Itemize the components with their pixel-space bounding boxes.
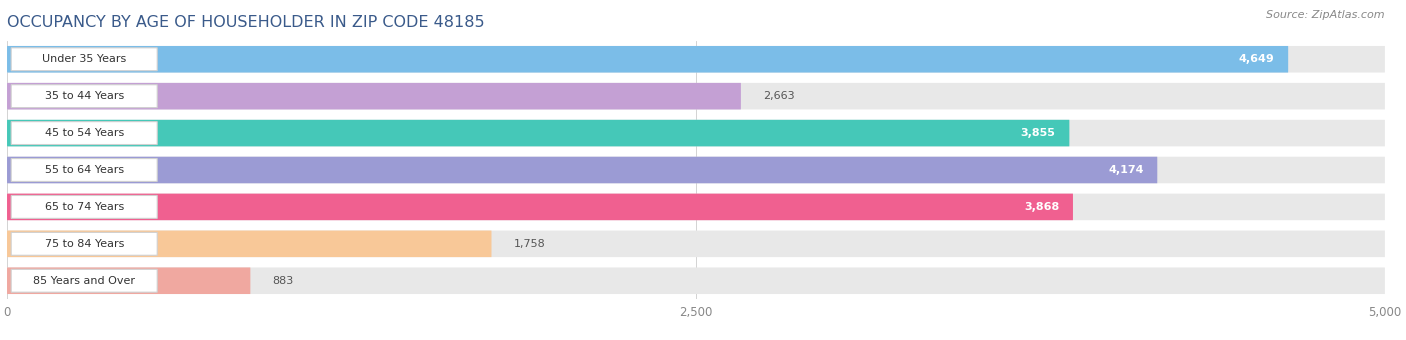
Text: Under 35 Years: Under 35 Years — [42, 54, 127, 64]
Text: 85 Years and Over: 85 Years and Over — [34, 276, 135, 286]
FancyBboxPatch shape — [7, 157, 1385, 183]
FancyBboxPatch shape — [11, 269, 157, 292]
Text: 883: 883 — [273, 276, 294, 286]
Text: 75 to 84 Years: 75 to 84 Years — [45, 239, 124, 249]
FancyBboxPatch shape — [7, 231, 1385, 257]
FancyBboxPatch shape — [7, 193, 1385, 220]
Text: 65 to 74 Years: 65 to 74 Years — [45, 202, 124, 212]
Text: 4,174: 4,174 — [1108, 165, 1143, 175]
FancyBboxPatch shape — [7, 268, 1385, 294]
FancyBboxPatch shape — [11, 195, 157, 218]
Text: 3,868: 3,868 — [1024, 202, 1059, 212]
FancyBboxPatch shape — [11, 232, 157, 255]
Text: 3,855: 3,855 — [1021, 128, 1056, 138]
FancyBboxPatch shape — [7, 231, 492, 257]
FancyBboxPatch shape — [7, 157, 1157, 183]
FancyBboxPatch shape — [7, 120, 1385, 147]
Text: Source: ZipAtlas.com: Source: ZipAtlas.com — [1267, 10, 1385, 20]
FancyBboxPatch shape — [7, 83, 1385, 109]
FancyBboxPatch shape — [7, 46, 1288, 72]
FancyBboxPatch shape — [11, 48, 157, 71]
Text: 45 to 54 Years: 45 to 54 Years — [45, 128, 124, 138]
FancyBboxPatch shape — [11, 158, 157, 182]
FancyBboxPatch shape — [7, 83, 741, 109]
Text: 2,663: 2,663 — [763, 91, 794, 101]
Text: 35 to 44 Years: 35 to 44 Years — [45, 91, 124, 101]
FancyBboxPatch shape — [7, 120, 1070, 147]
Text: 4,649: 4,649 — [1239, 54, 1274, 64]
Text: OCCUPANCY BY AGE OF HOUSEHOLDER IN ZIP CODE 48185: OCCUPANCY BY AGE OF HOUSEHOLDER IN ZIP C… — [7, 15, 485, 30]
FancyBboxPatch shape — [11, 85, 157, 108]
FancyBboxPatch shape — [7, 46, 1385, 72]
FancyBboxPatch shape — [7, 268, 250, 294]
Text: 1,758: 1,758 — [513, 239, 546, 249]
FancyBboxPatch shape — [7, 193, 1073, 220]
Text: 55 to 64 Years: 55 to 64 Years — [45, 165, 124, 175]
FancyBboxPatch shape — [11, 122, 157, 144]
